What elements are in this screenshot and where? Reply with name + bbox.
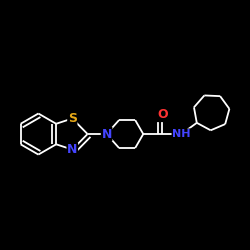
Text: NH: NH — [172, 129, 191, 139]
Text: N: N — [102, 128, 112, 140]
Text: S: S — [68, 112, 77, 125]
Text: N: N — [67, 143, 78, 156]
Text: O: O — [157, 108, 168, 122]
